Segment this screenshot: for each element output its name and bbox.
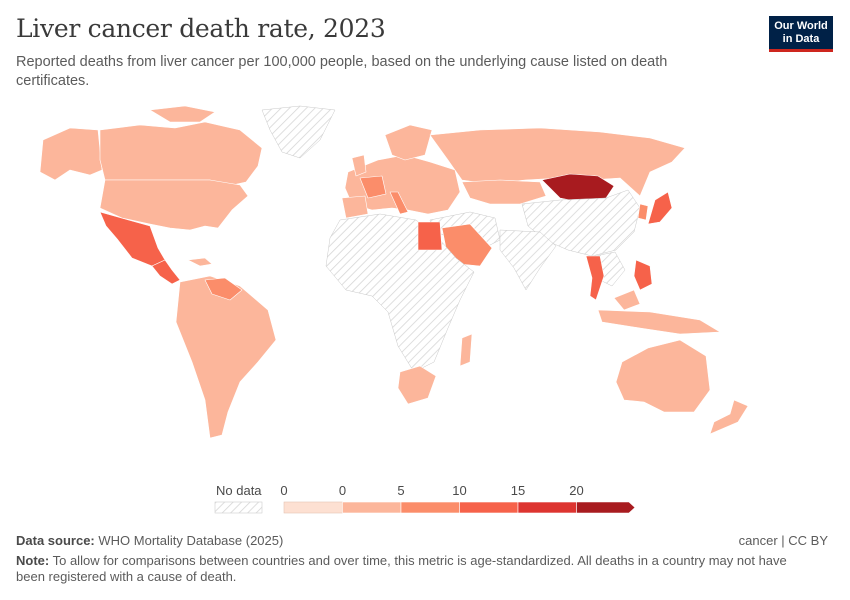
world-map[interactable] bbox=[0, 100, 850, 470]
region-india[interactable] bbox=[499, 229, 557, 291]
map-legend: No data 0 0 5 10 15 20 bbox=[214, 483, 636, 514]
region-alaska[interactable] bbox=[39, 127, 103, 181]
note-label: Note: bbox=[16, 553, 50, 568]
legend-tick-label: 15 bbox=[511, 483, 525, 498]
region-thailand[interactable] bbox=[585, 255, 605, 301]
region-united-states[interactable] bbox=[99, 179, 249, 231]
region-france[interactable] bbox=[359, 175, 387, 199]
region-greenland[interactable] bbox=[261, 105, 336, 159]
region-uk[interactable] bbox=[351, 154, 367, 177]
region-korea[interactable] bbox=[637, 203, 649, 221]
source-label: Data source: bbox=[16, 533, 95, 548]
region-madagascar[interactable] bbox=[459, 333, 473, 367]
logo-line-1: Our World bbox=[774, 20, 828, 32]
legend-no-data-label: No data bbox=[216, 483, 262, 498]
legend-tick-label: 10 bbox=[452, 483, 466, 498]
footer-source: Data source: WHO Mortality Database (202… bbox=[16, 533, 283, 548]
region-venezuela[interactable] bbox=[204, 277, 243, 301]
region-south-africa[interactable] bbox=[397, 365, 437, 405]
legend-tick-label: 5 bbox=[397, 483, 404, 498]
region-japan[interactable] bbox=[647, 191, 673, 225]
region-caribbean[interactable] bbox=[187, 257, 213, 267]
region-south-america[interactable] bbox=[175, 275, 277, 439]
legend-tick-label: 20 bbox=[569, 483, 583, 498]
footer-note: Note: To allow for comparisons between c… bbox=[16, 553, 816, 585]
legend-bin-3[interactable] bbox=[459, 501, 519, 514]
legend-bin-5[interactable] bbox=[576, 501, 636, 514]
region-mongolia[interactable] bbox=[541, 173, 615, 203]
note-value: To allow for comparisons between countri… bbox=[16, 553, 787, 584]
legend-tick-label: 0 bbox=[280, 483, 287, 498]
region-philippines[interactable] bbox=[633, 259, 653, 291]
region-iberia[interactable] bbox=[341, 195, 369, 219]
footer-license[interactable]: cancer | CC BY bbox=[738, 533, 828, 548]
region-kazakhstan[interactable] bbox=[461, 179, 547, 205]
region-scandinavia[interactable] bbox=[384, 124, 433, 161]
region-canada-islands[interactable] bbox=[149, 105, 216, 123]
source-value[interactable]: WHO Mortality Database (2025) bbox=[98, 533, 284, 548]
region-indonesia[interactable] bbox=[597, 309, 721, 335]
logo-line-2: in Data bbox=[782, 33, 820, 45]
region-new-zealand[interactable] bbox=[709, 399, 749, 435]
owid-logo[interactable]: Our World in Data bbox=[769, 16, 833, 52]
region-central-america[interactable] bbox=[151, 259, 181, 285]
region-egypt[interactable] bbox=[417, 221, 443, 251]
legend-tick-label: 0 bbox=[339, 483, 346, 498]
chart-title: Liver cancer death rate, 2023 bbox=[16, 14, 386, 43]
chart-subtitle: Reported deaths from liver cancer per 10… bbox=[16, 54, 668, 89]
region-australia[interactable] bbox=[615, 339, 711, 413]
legend-bin-2[interactable] bbox=[400, 501, 460, 514]
legend-bin-1[interactable] bbox=[342, 501, 402, 514]
legend-bin-4[interactable] bbox=[517, 501, 577, 514]
region-canada[interactable] bbox=[99, 121, 263, 187]
legend-no-data-swatch[interactable] bbox=[214, 501, 263, 514]
legend-bin-0[interactable] bbox=[283, 501, 343, 514]
region-italy[interactable] bbox=[389, 191, 409, 215]
region-malaysia[interactable] bbox=[613, 289, 641, 311]
